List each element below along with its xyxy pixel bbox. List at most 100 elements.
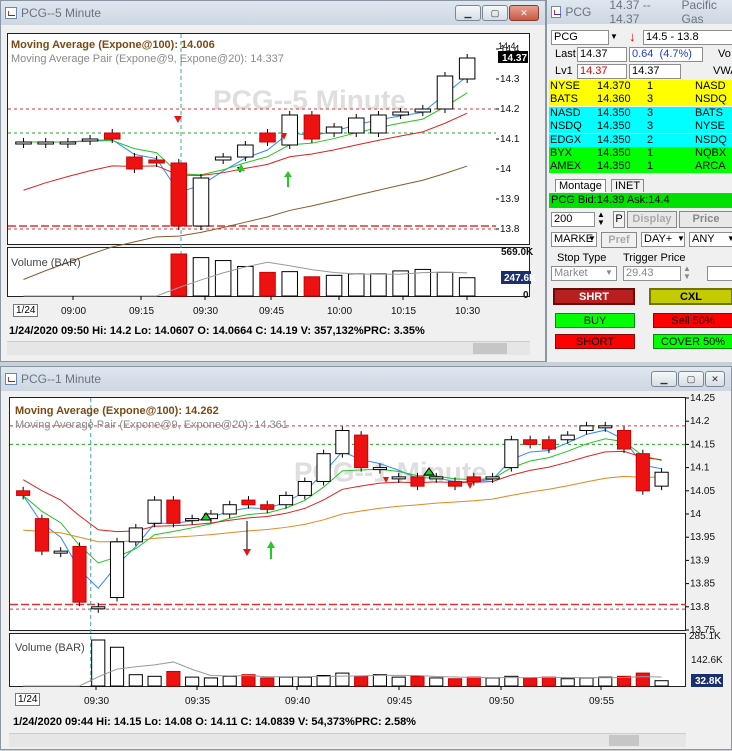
ema20-line <box>22 438 662 564</box>
bid-mm: BATS <box>549 93 597 107</box>
pref-button[interactable]: Pref <box>601 232 637 248</box>
volume-bar <box>170 253 188 297</box>
trigger-spinner[interactable]: ▲ ▼ <box>683 264 691 281</box>
maximize-button[interactable]: ▢ <box>482 5 508 21</box>
volume-bar <box>654 680 669 687</box>
top-window-titlebar[interactable]: PCG--5 Minute ▁ ▢ ✕ <box>1 1 545 25</box>
tab-inet[interactable]: INET <box>611 179 645 192</box>
display-button[interactable]: Display <box>627 211 677 228</box>
last-price-badge-text: 14.37 <box>502 53 527 64</box>
candle <box>504 439 519 469</box>
cover-50-button[interactable]: COVER 50% <box>653 334 732 349</box>
quantity-spinner[interactable]: ▲ ▼ <box>597 210 605 227</box>
volume-bar <box>635 672 650 687</box>
shrt-button[interactable]: SHRT <box>553 288 635 305</box>
volume-bar <box>260 677 275 687</box>
candle <box>541 439 556 450</box>
bottom-hscroll-thumb[interactable] <box>609 735 639 746</box>
bid-price: 14.350 <box>597 106 647 120</box>
candle <box>372 467 387 471</box>
top-chart-svg: PCG--5 Minute 14.4 14.3 14.2 14.1 14 13.9 13.8 0… <box>8 34 537 317</box>
price-axis-label: 14 <box>690 509 702 520</box>
symbol-input[interactable]: PCG <box>551 30 609 45</box>
volume-bar <box>128 674 143 687</box>
ask-mm: ARCA <box>693 160 732 174</box>
volume-zero-label: 0 <box>523 290 529 301</box>
quantity-input[interactable]: 200 <box>551 212 595 227</box>
candle <box>354 434 369 469</box>
montage-title: PCG <box>565 5 592 19</box>
buy-arrow-icon <box>200 512 212 521</box>
symbol-dropdown-icon[interactable]: ▼ <box>610 32 618 41</box>
minimize-button[interactable]: ▁ <box>651 371 677 387</box>
montage-titlebar[interactable]: PCG 14.37 -- 14.37 Pacific Gas <box>547 0 732 26</box>
top-hscrollbar[interactable] <box>7 341 530 355</box>
minimize-button[interactable]: ▁ <box>455 5 481 21</box>
cxl-button[interactable]: CXL <box>649 288 732 305</box>
buy-arrow-icon <box>237 164 245 171</box>
route-dropdown-icon[interactable]: ▼ <box>727 234 732 243</box>
top-chart-window[interactable]: PCG--5 Minute ▁ ▢ ✕ PCG--5 Minute 14.4 14.… <box>0 0 546 362</box>
tif-select[interactable]: DAY+ <box>641 232 685 247</box>
candle <box>458 57 476 80</box>
time-axis-label: 09:40 <box>285 696 310 707</box>
short-button[interactable]: SHORT <box>555 334 635 349</box>
top-hscroll-thumb[interactable] <box>473 343 507 354</box>
close-button[interactable]: ✕ <box>705 371 725 387</box>
stop-type-dropdown-icon[interactable]: ▼ <box>605 268 613 277</box>
stop-type-select[interactable]: Market <box>551 266 617 281</box>
order-type-dropdown-icon[interactable]: ▼ <box>588 234 596 243</box>
sell-arrow-icon <box>243 549 251 556</box>
bottom-chart-window[interactable]: PCG--1 Minute ▁ ▢ ✕ PCG--1 Minute 14.25 14… <box>0 366 732 750</box>
close-button[interactable]: ✕ <box>509 5 539 21</box>
bottom-window-titlebar[interactable]: PCG--1 Minute ▁ ▢ ✕ <box>1 367 731 391</box>
volume-bar <box>504 675 519 687</box>
p-button[interactable]: P <box>613 211 625 228</box>
candle <box>316 453 331 483</box>
top-date-tab[interactable]: 1/24 <box>13 304 39 317</box>
level2-row[interactable]: NASD 14.350 3 BATS <box>549 106 732 120</box>
candle <box>635 453 650 492</box>
order-type-select[interactable]: MARKE <box>551 232 597 247</box>
candle <box>147 499 162 524</box>
price-button[interactable]: Price <box>679 211 732 228</box>
trigger-price-input[interactable]: 29.43 <box>623 266 681 281</box>
change-pct: (4.7%) <box>659 48 692 60</box>
candle <box>37 141 54 145</box>
level2-row[interactable]: NSDQ 14.350 3 NYSE <box>549 120 732 134</box>
bid-price: 14.350 <box>597 147 647 160</box>
sell-50-button[interactable]: Sell 50% <box>653 313 732 328</box>
level2-row[interactable]: NYSE 14.370 1 NASD <box>549 80 732 93</box>
bid-mm: EDGX <box>549 133 597 147</box>
bid-size: 2 <box>647 133 693 147</box>
level2-row[interactable]: BATS 14.360 3 NSDQ <box>549 93 732 107</box>
volume-bar <box>303 276 321 297</box>
stop-type-label: Stop Type <box>557 252 607 264</box>
tab-montage[interactable]: Montage <box>555 179 606 192</box>
candle <box>91 606 106 610</box>
candle <box>192 177 210 227</box>
maximize-button[interactable]: ▢ <box>678 371 704 387</box>
candle <box>347 117 365 134</box>
volume-average-line <box>23 661 662 687</box>
tif-dropdown-icon[interactable]: ▼ <box>677 234 685 243</box>
bid-price: 14.350 <box>597 133 647 147</box>
bottom-hscrollbar[interactable] <box>9 733 686 747</box>
volume-bar <box>458 277 476 297</box>
level2-row[interactable]: BYX 14.350 1 NQBX <box>549 147 732 160</box>
bottom-date-tab[interactable]: 1/24 <box>15 693 41 706</box>
bid-price: 14.350 <box>597 120 647 134</box>
vwap-label: VWA <box>713 65 732 77</box>
trigger-extra-field[interactable] <box>707 266 732 281</box>
montage-window[interactable]: PCG 14.37 -- 14.37 Pacific Gas PCG ▼ ↓ 1… <box>546 0 732 362</box>
sell-arrow-icon <box>467 483 473 489</box>
buy-button[interactable]: BUY <box>555 313 635 328</box>
route-select[interactable]: ANY <box>689 232 732 247</box>
top-window-title: PCG--5 Minute <box>21 6 102 20</box>
volume-last-badge-text: 247.6K <box>504 273 537 284</box>
candle <box>128 527 143 543</box>
level2-row[interactable]: EDGX 14.350 2 NSDQ <box>549 133 732 147</box>
volume-bar <box>222 675 237 687</box>
chart-app-icon <box>5 373 17 385</box>
level2-row[interactable]: AMEX 14.350 1 ARCA <box>549 160 732 174</box>
